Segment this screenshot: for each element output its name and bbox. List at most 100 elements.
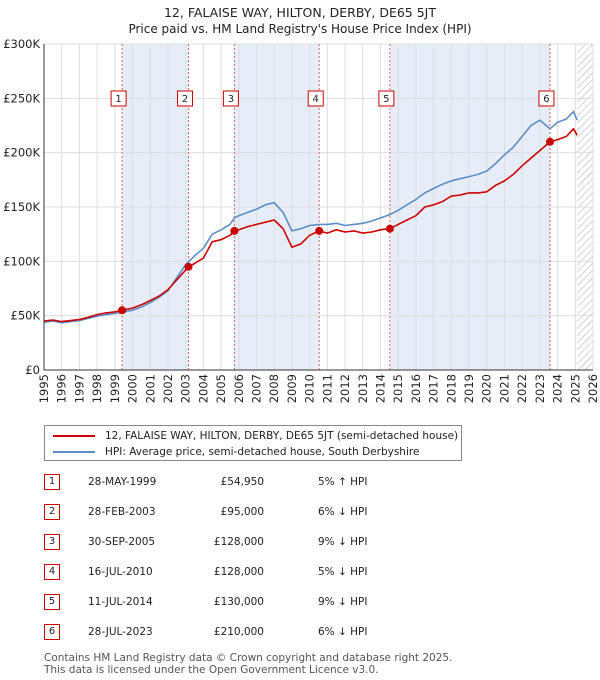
legend-label-property: 12, FALAISE WAY, HILTON, DERBY, DE65 5JT… [105, 430, 459, 442]
sale-6-label-box [538, 90, 555, 107]
x-tick-label: 2010 [303, 374, 317, 403]
sale-date: 28-JUL-2023 [88, 626, 153, 638]
sale-date: 30-SEP-2005 [88, 536, 156, 548]
sale-hpi-diff: 5% ↓ HPI [318, 566, 368, 578]
x-tick-label: 2002 [161, 374, 175, 403]
x-tick-label: 2023 [533, 374, 547, 403]
x-tick-label: 2004 [196, 374, 210, 403]
x-tick-label: 2012 [338, 374, 352, 403]
sale-price: £210,000 [213, 626, 264, 638]
sale-3-point [230, 226, 239, 235]
x-tick-label: 2005 [214, 374, 228, 403]
sale-hpi-diff: 6% ↓ HPI [318, 626, 368, 638]
chart-title: 12, FALAISE WAY, HILTON, DERBY, DE65 5JT [164, 5, 436, 20]
x-tick-label: 1999 [108, 374, 122, 403]
x-tick-label: 2011 [320, 374, 334, 403]
legend-item-hpi: HPI: Average price, semi-detached house,… [53, 444, 419, 460]
sale-1-label-box [110, 90, 127, 107]
x-tick-label: 2003 [179, 374, 193, 403]
sale-6-label: 6 [543, 94, 549, 105]
table-row: 3 30-SEP-2005 £128,000 9% ↓ HPI [44, 532, 404, 552]
sale-price: £128,000 [213, 566, 264, 578]
x-tick-label: 2007 [250, 374, 264, 403]
hpi-series-line [43, 110, 578, 324]
x-tick-label: 1996 [55, 374, 69, 403]
x-tick-label: 1998 [90, 374, 104, 403]
y-tick-label: £200K [3, 146, 40, 160]
x-tick-label: 2020 [480, 374, 494, 403]
sale-price: £54,950 [220, 476, 264, 488]
sale-number-badge: 2 [44, 504, 60, 520]
sale-2-point [184, 262, 193, 271]
sale-price: £95,000 [220, 506, 264, 518]
x-tick-label: 2000 [126, 374, 140, 403]
x-tick-label: 2016 [409, 374, 423, 403]
property-series-line [43, 128, 578, 323]
sale-number-badge: 3 [44, 534, 60, 550]
x-tick-label: 2021 [497, 374, 511, 403]
x-tick-label: 2014 [373, 374, 387, 403]
sale-4-point [315, 226, 324, 235]
chart-legend: 12, FALAISE WAY, HILTON, DERBY, DE65 5JT… [44, 425, 462, 461]
sale-6-point [545, 137, 554, 146]
attribution-line-2: This data is licensed under the Open Gov… [44, 664, 379, 676]
x-tick-label: 2018 [444, 374, 458, 403]
x-tick-label: 2001 [143, 374, 157, 403]
sale-hpi-diff: 9% ↓ HPI [318, 536, 368, 548]
sale-date: 16-JUL-2010 [88, 566, 153, 578]
legend-item-property: 12, FALAISE WAY, HILTON, DERBY, DE65 5JT… [53, 428, 458, 444]
chart-subtitle: Price paid vs. HM Land Registry's House … [128, 22, 471, 36]
sale-1-label: 1 [115, 94, 121, 105]
sale-number-badge: 5 [44, 594, 60, 610]
sale-hpi-diff: 6% ↓ HPI [318, 506, 368, 518]
sale-4-label: 4 [313, 94, 319, 105]
sale-date: 11-JUL-2014 [88, 596, 153, 608]
y-tick-label: £150K [3, 200, 40, 214]
sale-number-badge: 1 [44, 474, 60, 490]
sale-hpi-diff: 9% ↓ HPI [318, 596, 368, 608]
sale-price: £130,000 [213, 596, 264, 608]
sale-5-label-box [378, 90, 395, 107]
y-tick-label: £300K [3, 37, 40, 51]
sale-4-label-box [307, 90, 324, 107]
x-tick-label: 1997 [72, 374, 86, 403]
x-tick-label: 2024 [551, 374, 565, 403]
legend-swatch-hpi [53, 451, 95, 453]
sale-number-badge: 6 [44, 624, 60, 640]
sale-5-label: 5 [383, 94, 389, 105]
x-tick-label: 2026 [586, 374, 600, 403]
x-tick-label: 2006 [232, 374, 246, 403]
y-tick-label: £50K [11, 309, 41, 323]
sale-1-point [118, 306, 127, 315]
x-tick-label: 2025 [568, 374, 582, 403]
x-tick-label: 2013 [356, 374, 370, 403]
legend-label-hpi: HPI: Average price, semi-detached house,… [105, 446, 420, 458]
x-tick-label: 2017 [427, 374, 441, 403]
table-row: 1 28-MAY-1999 £54,950 5% ↑ HPI [44, 472, 404, 492]
table-row: 2 28-FEB-2003 £95,000 6% ↓ HPI [44, 502, 404, 522]
x-tick-label: 2022 [515, 374, 529, 403]
sale-hpi-diff: 5% ↑ HPI [318, 476, 368, 488]
y-tick-label: £100K [3, 254, 40, 268]
sale-number-badge: 4 [44, 564, 60, 580]
sale-3-label-box [222, 90, 239, 107]
price-chart: 12, FALAISE WAY, HILTON, DERBY, DE65 5JT… [3, 5, 600, 403]
sale-date: 28-MAY-1999 [88, 476, 157, 488]
attribution-line-1: Contains HM Land Registry data © Crown c… [44, 652, 453, 664]
x-tick-label: 1995 [37, 374, 51, 403]
x-tick-label: 2009 [285, 374, 299, 403]
x-tick-label: 2019 [462, 374, 476, 403]
attribution-footer: Contains HM Land Registry data © Crown c… [44, 652, 452, 676]
y-tick-label: £0 [25, 363, 40, 377]
sale-price: £128,000 [213, 536, 264, 548]
sale-date: 28-FEB-2003 [88, 506, 156, 518]
table-row: 4 16-JUL-2010 £128,000 5% ↓ HPI [44, 562, 404, 582]
table-row: 5 11-JUL-2014 £130,000 9% ↓ HPI [44, 592, 404, 612]
sale-2-label: 2 [182, 94, 188, 105]
sale-5-point [385, 224, 394, 233]
x-tick-label: 2015 [391, 374, 405, 403]
sale-3-label: 3 [228, 94, 234, 105]
sale-2-label-box [177, 90, 194, 107]
table-row: 6 28-JUL-2023 £210,000 6% ↓ HPI [44, 622, 404, 642]
legend-swatch-property [53, 435, 95, 437]
